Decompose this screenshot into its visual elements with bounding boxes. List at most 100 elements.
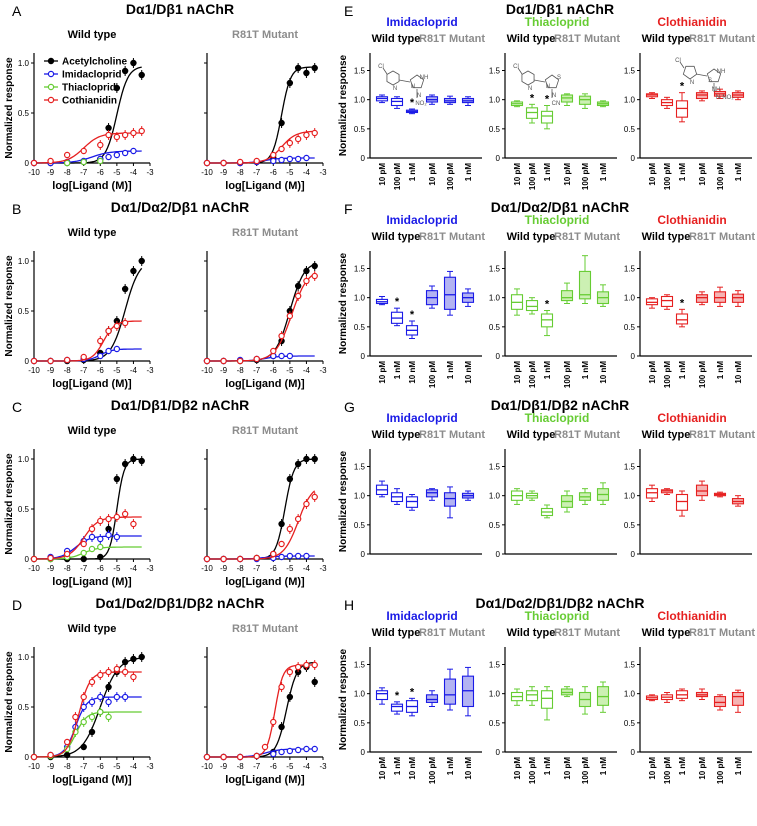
- data-point-thiacloprid: [88, 545, 96, 553]
- drug-label-thiacloprid: Thiacloprid: [525, 213, 590, 227]
- panel-title: Dα1/Dβ1 nAChR: [126, 1, 234, 17]
- data-point-clothianidin: [236, 753, 244, 761]
- panel-title: Dα1/Dβ1/Dβ2 nAChR: [491, 397, 630, 413]
- x-tick-label: -8: [64, 168, 72, 177]
- subtitle-mutant: R81T Mutant: [419, 231, 485, 243]
- data-point-acetylcholine: [286, 475, 294, 483]
- x-tick-label: 1 nM: [543, 757, 552, 776]
- atom-label: NO₂: [415, 101, 427, 107]
- y-tick-label: 0.5: [18, 307, 30, 316]
- subtitle-wild-type: Wild type: [372, 429, 421, 441]
- x-tick-label: 10 nM: [408, 757, 417, 780]
- data-point-imidacloprid: [97, 352, 104, 360]
- data-point-clothianidin: [47, 157, 54, 165]
- x-tick-label: 10 pM: [513, 361, 522, 384]
- panel-title: Dα1/Dα2/Dβ1 nAChR: [111, 199, 250, 215]
- bond: [398, 79, 411, 83]
- x-tick-label: 10 pM: [648, 757, 657, 780]
- x-tick-label: 1 nM: [678, 163, 687, 182]
- data-point-clothianidin: [105, 327, 112, 335]
- x-tick-label: -10: [28, 762, 40, 771]
- y-axis-label: Normalized response: [338, 648, 349, 750]
- subtitle-wild-type: Wild type: [507, 627, 556, 639]
- data-point-imidacloprid: [286, 747, 294, 755]
- x-tick-label: -7: [253, 564, 261, 573]
- x-tick-label: -10: [28, 168, 40, 177]
- legend-marker: [47, 96, 55, 104]
- data-point-acetylcholine: [63, 751, 71, 759]
- y-tick-label: 0: [25, 753, 30, 762]
- y-tick-label: 1.5: [624, 661, 636, 670]
- data-point-clothianidin: [253, 355, 260, 363]
- y-tick-label: 0.5: [489, 323, 501, 332]
- legend-marker: [47, 70, 55, 78]
- y-tick-label: 0.5: [354, 521, 366, 530]
- atom-label: N: [690, 80, 694, 86]
- x-tick-label: -6: [97, 366, 105, 375]
- x-tick-label: -7: [253, 366, 261, 375]
- atom-label: NO₂: [722, 95, 734, 101]
- x-tick-label: 100 pM: [528, 163, 537, 190]
- data-point-clothianidin: [105, 131, 112, 139]
- data-point-acetylcholine: [130, 455, 137, 463]
- data-point-imidacloprid: [121, 693, 129, 701]
- y-tick-label: 0: [25, 555, 30, 564]
- data-point-imidacloprid: [278, 352, 285, 360]
- x-tick-label: 1 nM: [678, 757, 687, 776]
- y-axis-label: Normalized response: [338, 252, 349, 354]
- y-tick-label: 1.0: [18, 257, 30, 266]
- x-tick-label: 100 pM: [716, 757, 725, 784]
- y-axis-label: Normalized response: [338, 54, 349, 156]
- x-tick-label: 1 nM: [734, 757, 743, 776]
- x-tick-label: -5: [286, 564, 294, 573]
- data-point-clothianidin: [80, 147, 87, 155]
- data-point-clothianidin: [80, 540, 87, 548]
- subtitle-mutant: R81T Mutant: [689, 627, 755, 639]
- data-point-imidacloprid: [113, 345, 121, 353]
- x-tick-label: 10 nM: [464, 361, 473, 384]
- data-point-imidacloprid: [303, 745, 310, 753]
- significance-star: *: [545, 299, 550, 311]
- subtitle-mutant: R81T Mutant: [689, 33, 755, 45]
- x-tick-label: -6: [97, 762, 105, 771]
- data-point-clothianidin: [270, 347, 277, 355]
- drug-label-imidacloprid: Imidacloprid: [386, 213, 457, 227]
- y-tick-label: 1.0: [354, 690, 366, 699]
- subtitle-mutant: R81T Mutant: [419, 429, 485, 441]
- box: [525, 300, 539, 312]
- x-tick-label: 1 nM: [678, 361, 687, 380]
- x-tick-label: 10 pM: [428, 163, 437, 186]
- data-point-clothianidin: [261, 743, 269, 751]
- x-tick-label: 1 nM: [543, 163, 552, 182]
- x-tick-label: 10 pM: [378, 757, 387, 780]
- drug-label-clothianidin: Clothianidin: [657, 609, 726, 623]
- x-tick-label: -5: [113, 762, 121, 771]
- data-point-clothianidin: [130, 129, 137, 137]
- panel-title: Dα1/Dα2/Dβ1/Dβ2 nAChR: [476, 595, 645, 611]
- subtitle-wild-type: Wild type: [68, 623, 117, 635]
- data-point-clothianidin: [311, 661, 318, 669]
- significance-star: *: [410, 309, 415, 321]
- data-point-clothianidin: [286, 139, 294, 147]
- x-tick-label: -8: [237, 366, 245, 375]
- y-tick-label: 0: [631, 748, 636, 757]
- x-tick-label: 10 nM: [734, 361, 743, 384]
- data-point-acetylcholine: [311, 262, 318, 270]
- data-point-clothianidin: [97, 337, 104, 345]
- data-point-acetylcholine: [303, 267, 310, 275]
- x-tick-label: 100 pM: [393, 163, 402, 190]
- box: [443, 276, 457, 310]
- y-tick-label: 1.5: [489, 463, 501, 472]
- data-point-imidacloprid: [113, 533, 121, 541]
- subtitle-mutant: R81T Mutant: [554, 231, 620, 243]
- y-axis-label: Normalized response: [338, 450, 349, 552]
- data-point-imidacloprid: [105, 153, 112, 161]
- x-tick-label: 1 nM: [716, 361, 725, 380]
- data-point-clothianidin: [220, 753, 227, 761]
- x-tick-label: -7: [80, 366, 88, 375]
- fit-curve-clothianidin: [207, 664, 315, 758]
- x-tick-label: 100 pM: [663, 757, 672, 784]
- data-point-imidacloprid: [97, 693, 104, 701]
